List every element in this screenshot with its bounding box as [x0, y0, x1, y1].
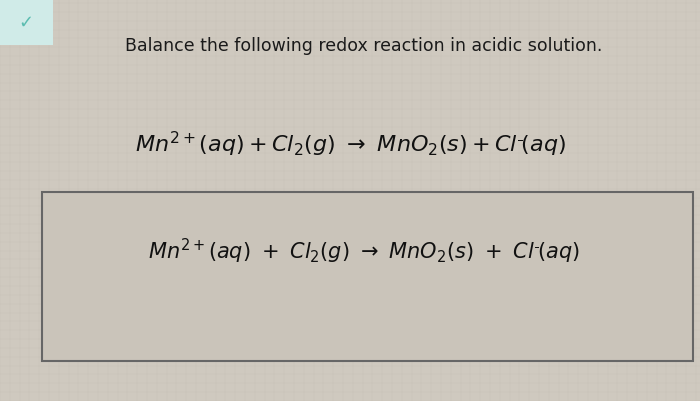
Bar	[42, 192, 693, 361]
Text: Balance the following redox reaction in acidic solution.: Balance the following redox reaction in …	[125, 37, 603, 55]
FancyBboxPatch shape	[0, 0, 52, 46]
Text: $\it{Mn}^{2+}\it{(aq)+Cl_2(g)}\ \rightarrow\ \it{MnO_2(s)+Cl^{\overline{\,}}(aq): $\it{Mn}^{2+}\it{(aq)+Cl_2(g)}\ \rightar…	[134, 130, 566, 159]
Text: ✓: ✓	[19, 14, 34, 32]
Text: $\it{Mn}^{2+}\it{(aq)\ +\ Cl_2(g)}\ \rightarrow\ \it{MnO_2(s)\ +\ Cl^{\overline{: $\it{Mn}^{2+}\it{(aq)\ +\ Cl_2(g)}\ \rig…	[148, 236, 580, 265]
